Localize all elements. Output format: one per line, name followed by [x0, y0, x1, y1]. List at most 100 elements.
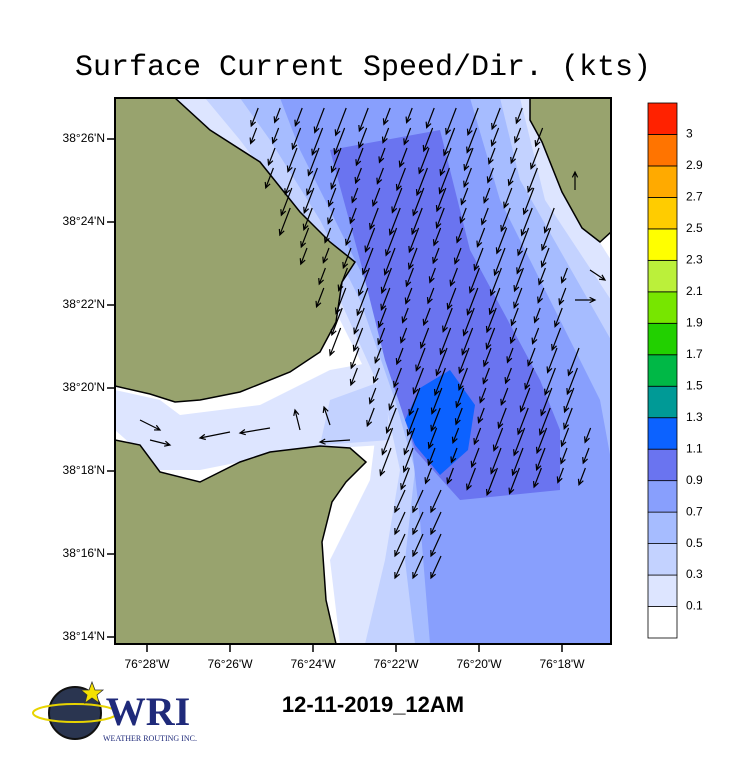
- current-arrow: [294, 107, 303, 127]
- colorbar-box: [647, 259, 678, 293]
- current-arrow: [415, 167, 428, 197]
- current-arrow: [509, 327, 518, 345]
- current-arrow: [327, 207, 335, 225]
- current-arrow: [329, 327, 342, 357]
- current-arrow: [466, 287, 479, 316]
- current-arrow: [538, 407, 551, 436]
- current-arrow: [490, 447, 502, 475]
- current-arrow: [264, 167, 274, 190]
- colorbar-label: 3: [686, 127, 693, 141]
- colorbar-box: [647, 385, 678, 419]
- current-arrow: [412, 367, 424, 395]
- colorbar-box: [647, 543, 678, 576]
- colorbar-box: [647, 417, 678, 450]
- current-arrow: [306, 167, 318, 196]
- lon-label: 76°28'W: [124, 657, 170, 671]
- current-arrow: [333, 127, 346, 156]
- current-arrow: [412, 489, 424, 514]
- speed-zone: [115, 360, 385, 470]
- current-arrow: [455, 227, 464, 244]
- current-arrow: [330, 167, 340, 190]
- current-arrow: [439, 147, 452, 177]
- current-arrow: [291, 127, 302, 151]
- current-arrow: [485, 467, 498, 497]
- current-arrow: [534, 127, 544, 148]
- lat-label: 38°18'N: [63, 463, 105, 477]
- current-arrow: [394, 511, 406, 536]
- current-arrow: [424, 467, 432, 485]
- current-arrow: [489, 267, 502, 297]
- current-arrow: [139, 419, 162, 431]
- lat-label: 38°20'N: [63, 380, 105, 394]
- current-arrow: [458, 347, 470, 375]
- colorbar-label: 1.5: [686, 378, 703, 392]
- lon-label: 76°24'W: [290, 657, 336, 671]
- current-arrow: [342, 247, 352, 270]
- current-arrow: [388, 387, 399, 411]
- colorbar-label: 1.1: [686, 441, 703, 455]
- current-arrow: [517, 407, 529, 436]
- current-arrow: [379, 447, 392, 477]
- colorbar-box: [647, 165, 678, 198]
- colorbar-box: [647, 448, 678, 482]
- current-arrow: [553, 307, 563, 328]
- current-arrow: [374, 347, 382, 364]
- colorbar-box: [647, 354, 678, 387]
- current-arrow: [405, 267, 414, 288]
- current-arrow: [430, 387, 443, 415]
- current-arrow: [376, 167, 384, 185]
- current-arrow: [457, 367, 468, 392]
- current-arrow: [473, 427, 482, 446]
- current-arrow: [394, 533, 406, 558]
- current-arrow: [535, 447, 546, 472]
- current-arrow: [479, 387, 487, 404]
- current-arrow: [419, 327, 430, 350]
- current-arrow: [527, 347, 536, 367]
- current-arrow: [515, 107, 523, 125]
- current-arrow: [300, 227, 310, 249]
- current-arrow: [575, 296, 597, 304]
- colorbar-label: 2.9: [686, 158, 703, 172]
- lat-label: 38°16'N: [63, 546, 105, 560]
- current-arrow: [435, 187, 447, 213]
- current-arrow: [354, 167, 362, 185]
- logo-ring: [32, 703, 118, 723]
- current-arrow: [493, 247, 506, 277]
- current-arrow: [408, 387, 421, 417]
- current-arrow: [450, 447, 458, 464]
- current-arrow: [462, 307, 475, 337]
- current-arrow: [369, 207, 379, 231]
- current-arrow: [381, 127, 390, 144]
- current-arrow: [433, 367, 446, 397]
- current-arrow: [540, 387, 553, 417]
- current-arrow: [430, 407, 441, 433]
- current-arrow: [558, 287, 567, 306]
- current-arrow: [366, 407, 375, 428]
- current-arrow: [307, 147, 320, 177]
- current-arrow: [250, 107, 259, 128]
- current-arrow: [532, 467, 542, 489]
- colorbar-label: 2.1: [686, 284, 703, 298]
- colorbar-box: [647, 606, 678, 639]
- current-arrow: [427, 447, 436, 467]
- current-arrow: [504, 367, 512, 385]
- current-arrow: [491, 107, 501, 131]
- current-arrow: [535, 427, 548, 455]
- current-arrow: [422, 127, 434, 153]
- current-arrow: [482, 347, 492, 368]
- current-arrow: [357, 127, 368, 149]
- current-arrow: [293, 408, 301, 431]
- current-arrow: [377, 307, 387, 329]
- colorbar-box: [647, 197, 678, 230]
- current-arrow: [327, 187, 337, 208]
- current-arrow: [318, 267, 326, 286]
- map: [115, 98, 611, 644]
- current-arrow: [388, 207, 401, 236]
- colorbar-label: 1.3: [686, 410, 703, 424]
- current-arrow: [488, 287, 501, 316]
- current-arrow: [519, 387, 531, 413]
- colorbar-label: 0.9: [686, 473, 703, 487]
- current-arrow: [435, 207, 445, 229]
- current-arrow: [460, 187, 469, 206]
- colorbar-label: 0.1: [686, 599, 703, 613]
